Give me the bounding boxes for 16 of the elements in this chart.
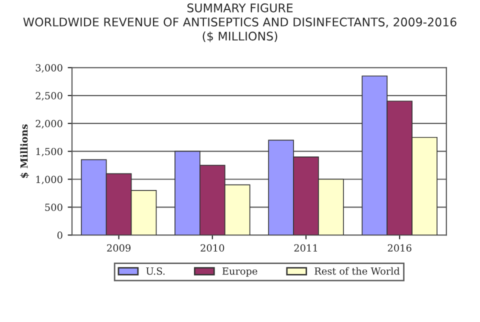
x-tick-label: 2011 [294, 244, 317, 252]
x-tick-label: 2016 [388, 244, 412, 252]
legend-label: Europe [222, 268, 258, 277]
x-tick-label: 2009 [107, 244, 131, 252]
y-axis-title: $ Millions [20, 124, 29, 178]
chart-title: SUMMARY FIGURE WORLDWIDE REVENUE OF ANTISEPTICS AND DISINFECTANTS, 2009-2016 ($ MILLIONS) [23, 3, 456, 42]
y-tick-label: 1,000 [36, 176, 62, 184]
legend-label: Rest of the World [314, 267, 400, 275]
y-tick-label: 2,000 [36, 120, 62, 128]
x-tick-label: 2010 [200, 244, 224, 252]
y-tick-label: 500 [45, 204, 62, 211]
y-tick-label: 3,000 [36, 64, 62, 73]
y-tick-label: 1,500 [36, 148, 62, 156]
y-tick-label: 0 [57, 232, 62, 239]
legend-label: U.S. [146, 267, 165, 275]
y-tick-label: 2,500 [36, 92, 62, 101]
